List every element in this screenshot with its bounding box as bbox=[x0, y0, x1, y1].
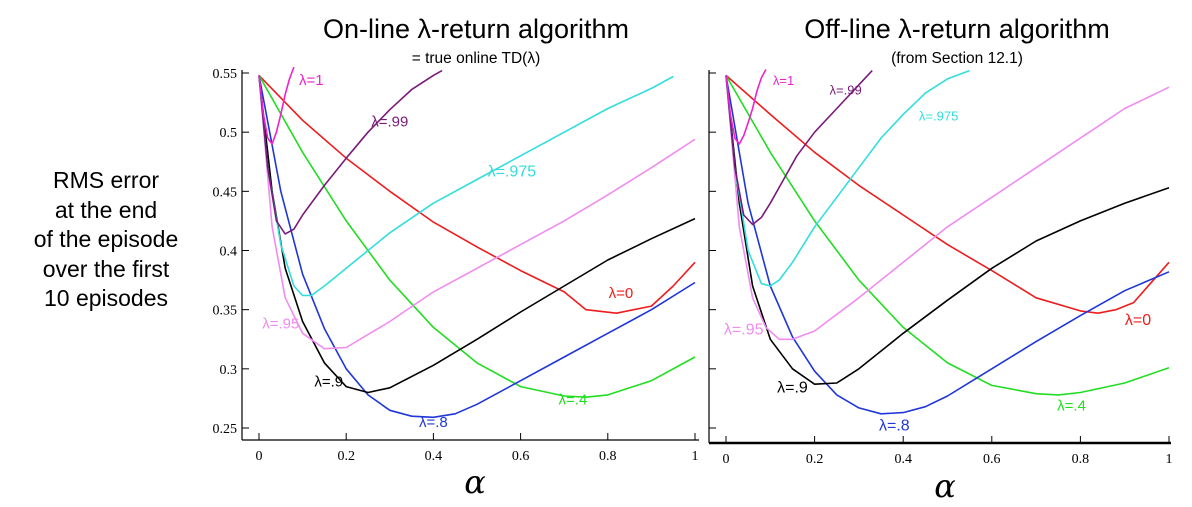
series-label: λ=1 bbox=[299, 72, 324, 89]
x-tick-label: 0.2 bbox=[806, 452, 824, 467]
y-axis-label-line: 10 episodes bbox=[43, 285, 169, 311]
series-line bbox=[725, 75, 1170, 341]
chart-panel-offline: Off-line λ-return algorithm (from Sectio… bbox=[708, 14, 1173, 505]
series-line bbox=[725, 74, 1170, 315]
x-tick-label: 0.4 bbox=[894, 452, 912, 467]
series-label: λ=.8 bbox=[419, 414, 448, 431]
y-tick-label: 0.45 bbox=[213, 185, 238, 200]
series-line bbox=[725, 69, 767, 145]
x-tick-label: 1 bbox=[692, 449, 699, 464]
series-line bbox=[258, 67, 295, 145]
y-axis-label-line: over the first bbox=[42, 255, 170, 282]
series-line bbox=[258, 75, 696, 419]
x-tick-label: 0.2 bbox=[337, 449, 355, 464]
series-label: λ=.99 bbox=[830, 82, 862, 97]
y-tick-label: 0.55 bbox=[213, 67, 238, 82]
chart-subtitle: = true online TD(λ) bbox=[412, 50, 541, 67]
series-label: λ=1 bbox=[773, 73, 794, 88]
y-tick-label: 0.35 bbox=[213, 304, 238, 319]
series-label: λ=.95 bbox=[262, 316, 299, 333]
series-line bbox=[725, 69, 970, 287]
series-line bbox=[725, 75, 1170, 396]
x-tick-label: 0.4 bbox=[425, 449, 443, 464]
series-line bbox=[725, 70, 873, 226]
series-line bbox=[258, 74, 696, 315]
series-line bbox=[258, 75, 674, 297]
x-tick-label: 0 bbox=[256, 449, 263, 464]
series-label: λ=.4 bbox=[559, 391, 588, 408]
series-label: λ=.9 bbox=[314, 374, 343, 391]
x-tick-label: 1 bbox=[1166, 452, 1173, 467]
chart-title: Off-line λ-return algorithm bbox=[804, 14, 1110, 44]
series-label: λ=.4 bbox=[1057, 397, 1086, 414]
series-label: λ=0 bbox=[609, 285, 634, 302]
series-line bbox=[258, 69, 443, 235]
series-label: λ=.975 bbox=[919, 108, 958, 123]
chart-panel-online: On-line λ-return algorithm = true online… bbox=[213, 14, 699, 501]
x-tick-label: 0.8 bbox=[599, 449, 617, 464]
chart-title: On-line λ-return algorithm bbox=[323, 14, 629, 44]
y-axis-label-line: of the episode bbox=[33, 226, 179, 252]
series-label: λ=.975 bbox=[488, 164, 537, 181]
series-label: λ=.8 bbox=[879, 417, 910, 434]
y-tick-label: 0.3 bbox=[220, 363, 238, 378]
y-tick-label: 0.4 bbox=[220, 245, 238, 260]
y-axis-label: RMS error at the end of the episode over… bbox=[8, 166, 204, 314]
x-tick-label: 0.6 bbox=[512, 449, 530, 464]
series-line bbox=[258, 75, 696, 399]
x-axis-label: α bbox=[934, 467, 956, 505]
y-axis-label-line: RMS error bbox=[52, 167, 160, 193]
series-line bbox=[725, 75, 1170, 415]
series-label: λ=.95 bbox=[724, 322, 764, 339]
series-line bbox=[258, 75, 696, 350]
x-tick-label: 0.6 bbox=[983, 452, 1001, 467]
y-tick-label: 0.25 bbox=[213, 422, 238, 437]
series-line bbox=[725, 75, 1170, 386]
series-label: λ=.99 bbox=[371, 113, 408, 130]
y-tick-label: 0.5 bbox=[220, 126, 238, 141]
x-tick-label: 0.8 bbox=[1072, 452, 1090, 467]
series-line bbox=[258, 75, 696, 394]
chart-subtitle: (from Section 12.1) bbox=[891, 50, 1023, 67]
series-label: λ=0 bbox=[1125, 312, 1151, 329]
y-axis-label-line: at the end bbox=[54, 196, 158, 223]
series-label: λ=.9 bbox=[777, 380, 808, 397]
x-axis-label: α bbox=[464, 463, 486, 501]
x-tick-label: 0 bbox=[723, 452, 730, 467]
